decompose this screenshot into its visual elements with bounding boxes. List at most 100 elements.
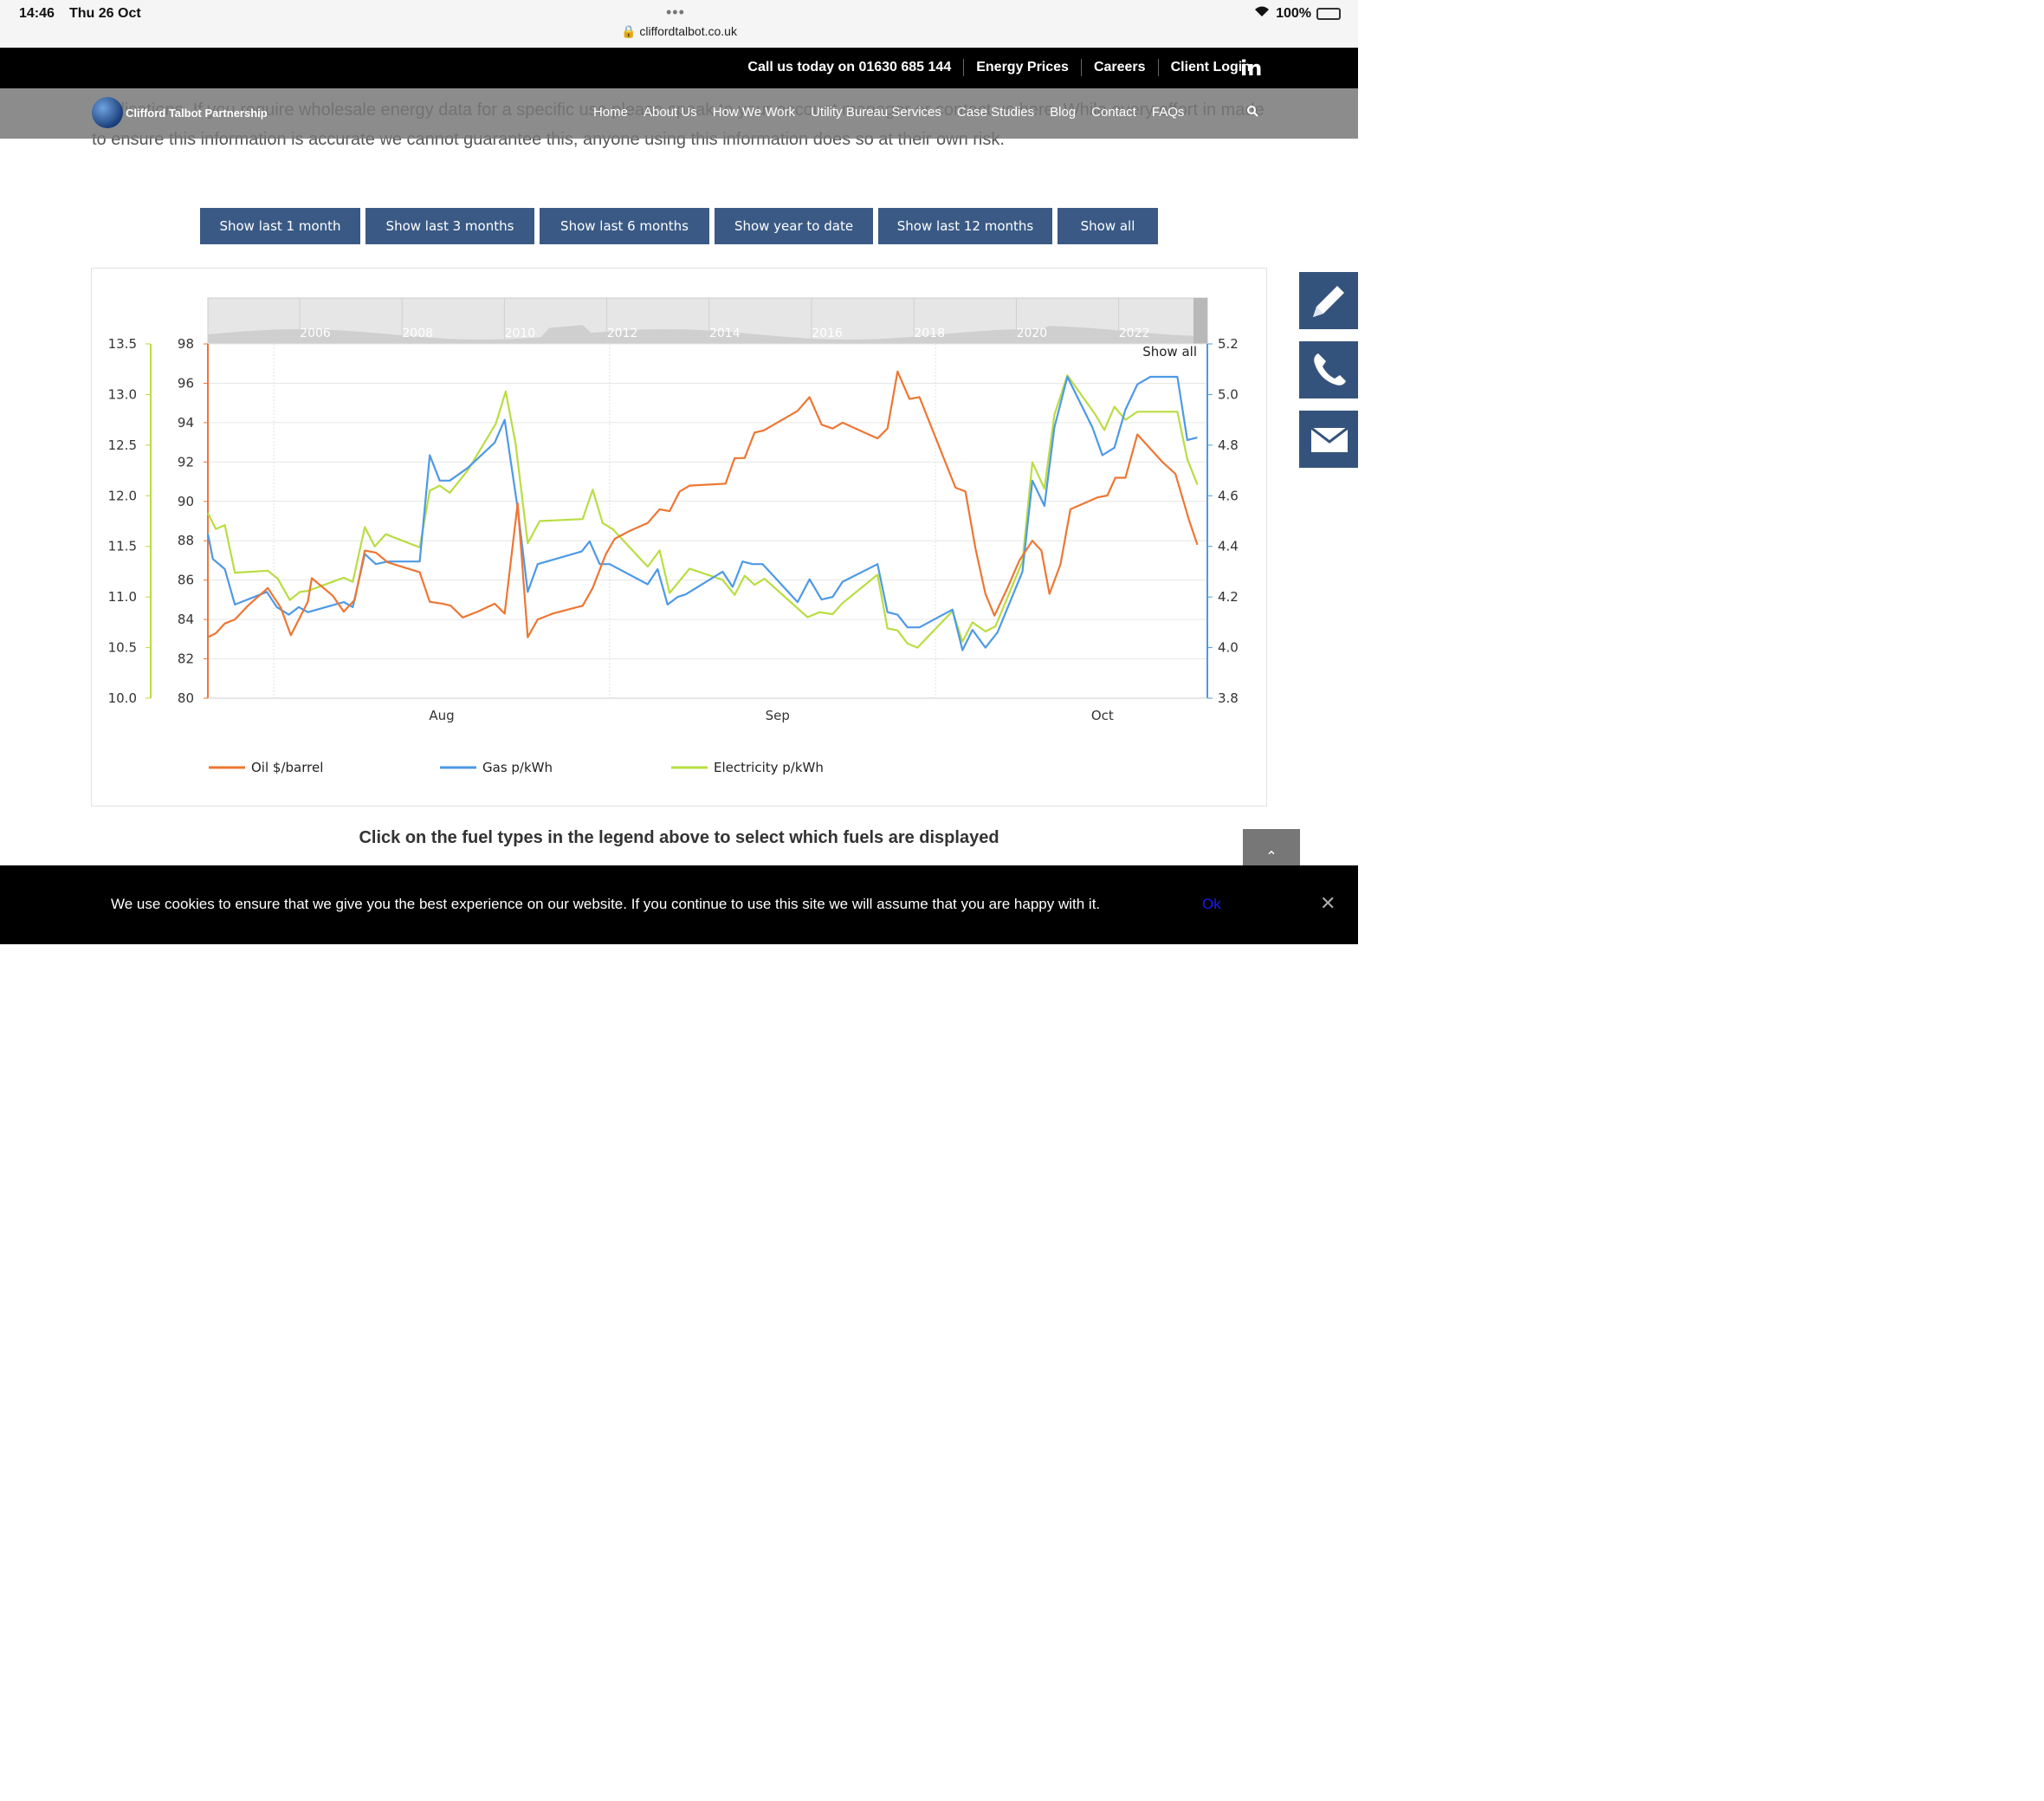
wifi-icon	[1253, 5, 1271, 22]
navigator-year-label: 2010	[505, 327, 536, 340]
elec-axis-tick-label: 10.0	[108, 690, 137, 706]
cookie-ok-button[interactable]: Ok	[1202, 896, 1221, 912]
multitask-dots-icon[interactable]: •••	[666, 3, 685, 21]
navigator-year-label: 2006	[300, 327, 331, 340]
nav-about-us[interactable]: About Us	[644, 105, 697, 120]
status-time: 14:46	[19, 6, 55, 21]
globe-logo-icon[interactable]	[92, 97, 123, 128]
range-6-months-button[interactable]: Show last 6 months	[540, 208, 709, 244]
main-navbar: Clifford Talbot Partnership Home About U…	[0, 88, 1358, 139]
elec-axis-tick-label: 13.5	[108, 336, 137, 352]
navigator-handle	[1193, 298, 1207, 344]
brand-name[interactable]: Clifford Talbot Partnership	[126, 107, 268, 120]
nav-case-studies[interactable]: Case Studies	[956, 105, 1035, 120]
address-bar[interactable]: 🔒 cliffordtalbot.co.uk	[0, 24, 1358, 39]
scroll-to-top-button[interactable]: ⌃	[1243, 829, 1300, 865]
gas-axis-tick-label: 5.2	[1218, 336, 1239, 352]
side-email-button[interactable]	[1299, 411, 1358, 468]
oil-axis-tick-label: 90	[178, 494, 194, 509]
lock-icon: 🔒	[621, 24, 637, 38]
chevron-up-icon: ⌃	[1265, 850, 1278, 865]
cookie-message: We use cookies to ensure that we give yo…	[111, 896, 1101, 912]
range-12-months-button[interactable]: Show last 12 months	[878, 208, 1052, 244]
range-all-button[interactable]: Show all	[1058, 208, 1158, 244]
close-icon[interactable]: ✕	[1320, 892, 1336, 914]
range-year-to-date-button[interactable]: Show year to date	[715, 208, 873, 244]
elec-axis-tick-label: 13.0	[108, 386, 137, 402]
top-contact-bar: Call us today on 01630 685 144 Energy Pr…	[0, 48, 1358, 88]
gas-axis-tick-label: 4.6	[1218, 488, 1239, 503]
elec-series-line	[207, 374, 1199, 649]
oil-axis-tick-label: 84	[178, 612, 194, 627]
energy-price-chart: 2006 2008 2010 2012 2014 2016 2018 2020 2022 Show…	[108, 297, 1239, 775]
url-text: cliffordtalbot.co.uk	[639, 24, 737, 38]
careers-link[interactable]: Careers	[1080, 59, 1158, 76]
elec-axis-tick-label: 12.5	[108, 437, 137, 453]
side-quote-button[interactable]	[1299, 272, 1358, 329]
client-login-link[interactable]: Client Login	[1157, 59, 1263, 76]
elec-axis-tick-label: 11.0	[108, 589, 137, 605]
search-icon[interactable]	[1247, 106, 1258, 120]
oil-axis-tick-label: 96	[178, 375, 194, 391]
elec-axis-tick-label: 11.5	[108, 539, 137, 554]
navigator-year-label: 2012	[607, 327, 638, 340]
oil-axis-tick-label: 86	[178, 573, 194, 588]
energy-prices-link[interactable]: Energy Prices	[963, 59, 1081, 76]
elec-axis-tick-label: 12.0	[108, 488, 137, 503]
nav-faqs[interactable]: FAQs	[1151, 105, 1185, 120]
range-3-months-button[interactable]: Show last 3 months	[365, 208, 534, 244]
battery-icon	[1316, 7, 1341, 20]
x-axis-month-label: Sep	[766, 708, 790, 723]
x-axis-month-label: Aug	[429, 708, 454, 723]
gas-axis-tick-label: 4.4	[1218, 539, 1239, 554]
gas-axis-tick-label: 5.0	[1218, 386, 1239, 402]
side-phone-button[interactable]	[1299, 341, 1358, 398]
status-right: 100%	[1253, 5, 1341, 22]
navigator-year-label: 2008	[402, 327, 433, 340]
gas-axis-tick-label: 4.8	[1218, 437, 1239, 453]
range-1-month-button[interactable]: Show last 1 month	[200, 208, 360, 244]
home-indicator	[498, 1795, 860, 1801]
oil-axis-tick-label: 82	[178, 651, 194, 667]
oil-axis-tick-label: 80	[178, 690, 194, 706]
navigator-year-label: 2014	[709, 327, 741, 340]
oil-axis-tick-label: 94	[178, 415, 194, 431]
nav-how-we-work[interactable]: How We Work	[712, 105, 796, 120]
gas-axis-tick-label: 3.8	[1218, 690, 1239, 706]
nav-contact[interactable]: Contact	[1091, 105, 1136, 120]
legend-item-oil[interactable]: Oil $/barrel	[251, 760, 323, 775]
range-selector: Show last 1 month Show last 3 months Sho…	[200, 208, 1158, 244]
cookie-banner: We use cookies to ensure that we give yo…	[0, 865, 1358, 1801]
topbar-links: Call us today on 01630 685 144 Energy Pr…	[735, 59, 1263, 76]
oil-axis-tick-label: 98	[178, 336, 194, 352]
pencil-icon	[1313, 286, 1344, 317]
oil-series-line	[207, 370, 1199, 638]
status-date: Thu 26 Oct	[69, 6, 141, 21]
legend-item-gas[interactable]: Gas p/kWh	[482, 760, 553, 775]
phone-icon	[1314, 353, 1346, 385]
gas-axis-tick-label: 4.2	[1218, 589, 1239, 605]
x-axis-month-label: Oct	[1091, 708, 1114, 723]
legend-item-elec[interactable]: Electricity p/kWh	[714, 760, 824, 775]
nav-blog[interactable]: Blog	[1050, 105, 1077, 120]
envelope-icon	[1310, 426, 1349, 452]
navigator-area	[208, 325, 1207, 344]
chart-container: 2006 2008 2010 2012 2014 2016 2018 2020 2022 Show…	[91, 268, 1267, 807]
navigator-year-label: 2022	[1119, 327, 1150, 340]
navigator-year-label: 2018	[914, 327, 945, 340]
status-bar: 14:46 Thu 26 Oct ••• 🔒 cliffordtalbot.co…	[0, 0, 1358, 48]
nav-utility-bureau[interactable]: Utility Bureau Services	[811, 105, 941, 120]
navigator-year-label: 2020	[1017, 327, 1048, 340]
battery-percent: 100%	[1276, 5, 1311, 21]
nav-links: Home About Us How We Work Utility Bureau…	[585, 105, 1192, 120]
nav-home[interactable]: Home	[593, 105, 629, 120]
elec-axis-tick-label: 10.5	[108, 640, 137, 656]
oil-axis-tick-label: 88	[178, 533, 194, 548]
gas-series-line	[206, 375, 1198, 651]
oil-axis-tick-label: 92	[178, 454, 194, 470]
linkedin-icon[interactable]: in	[1240, 56, 1263, 81]
chart-instructions: Click on the fuel types in the legend ab…	[359, 828, 999, 847]
gas-axis-tick-label: 4.0	[1218, 640, 1239, 656]
navigator-show-all-label: Show all	[1142, 344, 1197, 360]
call-us-link[interactable]: Call us today on 01630 685 144	[747, 60, 952, 75]
